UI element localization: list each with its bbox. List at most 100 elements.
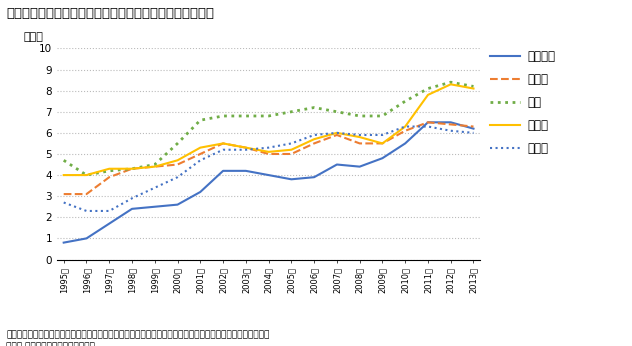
Line: 中央区: 中央区 (64, 122, 473, 194)
中央区 (219, 141, 227, 145)
千代田区 (333, 163, 341, 167)
渋谷区 (401, 125, 409, 129)
新宿区 (197, 146, 204, 150)
港区 (470, 84, 477, 89)
新宿区 (242, 146, 250, 150)
千代田区 (219, 169, 227, 173)
港区 (174, 141, 181, 145)
渋谷区 (288, 141, 295, 145)
渋谷区 (447, 129, 454, 133)
新宿区 (128, 167, 136, 171)
渋谷区 (356, 133, 363, 137)
Line: 港区: 港区 (64, 82, 473, 175)
新宿区 (447, 82, 454, 86)
中央区 (151, 165, 159, 169)
港区 (151, 163, 159, 167)
渋谷区 (128, 196, 136, 200)
Line: 渋谷区: 渋谷区 (64, 127, 473, 211)
中央区 (470, 125, 477, 129)
千代田区 (128, 207, 136, 211)
千代田区 (447, 120, 454, 124)
千代田区 (174, 202, 181, 207)
港区 (219, 114, 227, 118)
新宿区 (219, 141, 227, 145)
Text: 注）　自然空室率は平均賃料が反転上昇／反転下落する境界となる平均空室率の水準で、当社による推計値。: 注） 自然空室率は平均賃料が反転上昇／反転下落する境界となる平均空室率の水準で、… (6, 330, 270, 339)
渋谷区 (60, 200, 68, 204)
渋谷区 (219, 148, 227, 152)
港区 (333, 110, 341, 114)
中央区 (128, 167, 136, 171)
中央区 (242, 146, 250, 150)
渋谷区 (333, 131, 341, 135)
港区 (60, 158, 68, 162)
Text: 図表１　東京ビジネス地区におけるエリア別の自然空室率: 図表１ 東京ビジネス地区におけるエリア別の自然空室率 (6, 7, 214, 20)
Line: 新宿区: 新宿区 (64, 84, 473, 175)
中央区 (83, 192, 90, 196)
中央区 (197, 152, 204, 156)
千代田区 (401, 141, 409, 145)
中央区 (288, 152, 295, 156)
中央区 (424, 120, 432, 124)
新宿区 (333, 131, 341, 135)
港区 (310, 106, 318, 110)
Text: （％）: （％） (23, 32, 43, 42)
新宿区 (60, 173, 68, 177)
千代田区 (356, 165, 363, 169)
新宿区 (265, 150, 272, 154)
新宿区 (310, 137, 318, 141)
港区 (447, 80, 454, 84)
千代田区 (424, 120, 432, 124)
千代田区 (288, 177, 295, 181)
中央区 (401, 129, 409, 133)
港区 (106, 169, 113, 173)
渋谷区 (151, 186, 159, 190)
中央区 (310, 141, 318, 145)
中央区 (447, 122, 454, 127)
千代田区 (265, 173, 272, 177)
港区 (379, 114, 386, 118)
中央区 (60, 192, 68, 196)
港区 (288, 110, 295, 114)
千代田区 (151, 205, 159, 209)
港区 (265, 114, 272, 118)
千代田区 (310, 175, 318, 179)
渋谷区 (310, 133, 318, 137)
中央区 (356, 141, 363, 145)
中央区 (174, 163, 181, 167)
渋谷区 (197, 158, 204, 162)
新宿区 (151, 165, 159, 169)
港区 (197, 118, 204, 122)
新宿区 (83, 173, 90, 177)
千代田区 (83, 236, 90, 240)
中央区 (333, 133, 341, 137)
千代田区 (470, 127, 477, 131)
新宿区 (470, 86, 477, 91)
港区 (401, 99, 409, 103)
渋谷区 (379, 133, 386, 137)
渋谷区 (106, 209, 113, 213)
千代田区 (379, 156, 386, 160)
千代田区 (242, 169, 250, 173)
千代田区 (197, 190, 204, 194)
中央区 (379, 141, 386, 145)
港区 (128, 167, 136, 171)
渋谷区 (242, 148, 250, 152)
渋谷区 (424, 125, 432, 129)
Line: 千代田区: 千代田区 (64, 122, 473, 243)
千代田区 (106, 221, 113, 226)
新宿区 (424, 93, 432, 97)
中央区 (106, 175, 113, 179)
渋谷区 (470, 131, 477, 135)
新宿区 (379, 141, 386, 145)
渋谷区 (174, 175, 181, 179)
港区 (424, 86, 432, 91)
Legend: 千代田区, 中央区, 港区, 新宿区, 渋谷区: 千代田区, 中央区, 港区, 新宿区, 渋谷区 (490, 50, 555, 155)
千代田区 (60, 240, 68, 245)
新宿区 (106, 167, 113, 171)
渋谷区 (265, 146, 272, 150)
中央区 (265, 152, 272, 156)
港区 (242, 114, 250, 118)
Text: 出所） 三井住友トラスト基礎研究所: 出所） 三井住友トラスト基礎研究所 (6, 343, 95, 346)
港区 (83, 173, 90, 177)
新宿区 (401, 125, 409, 129)
